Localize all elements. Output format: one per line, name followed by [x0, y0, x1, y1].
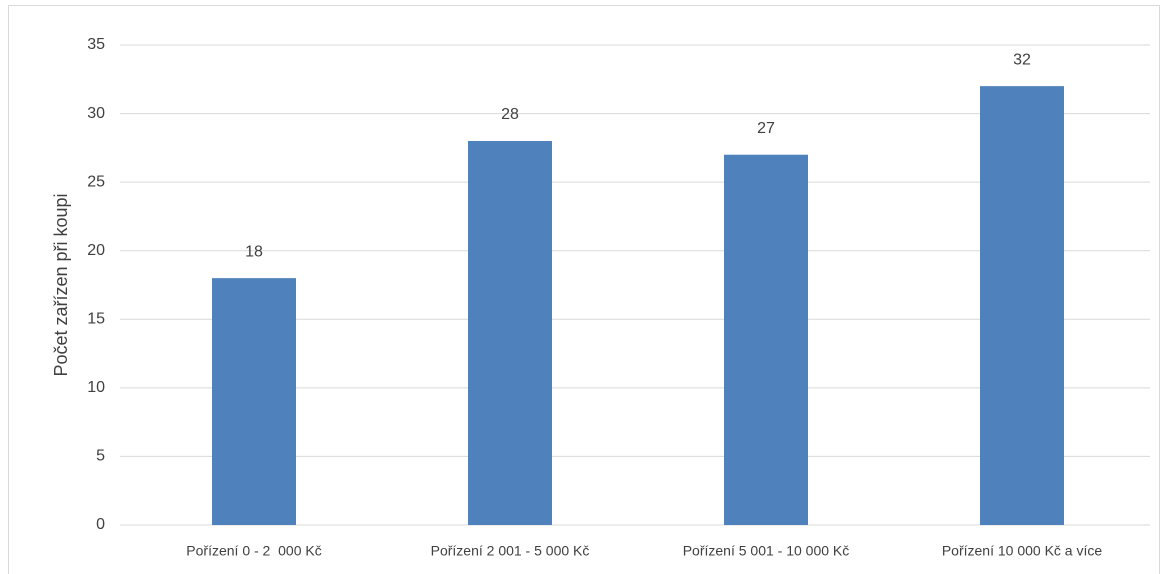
- bar: [980, 86, 1064, 526]
- bar: [212, 278, 296, 525]
- data-label: 28: [501, 106, 519, 123]
- chart-frame: [8, 5, 1160, 574]
- x-tick-label: Pořízení 10 000 Kč a více: [942, 543, 1103, 559]
- bar: [724, 154, 808, 525]
- y-tick-label: 10: [87, 379, 105, 396]
- bar: [468, 141, 552, 525]
- y-tick-label: 25: [87, 173, 105, 190]
- y-tick-label: 5: [96, 448, 105, 465]
- data-label: 18: [245, 243, 263, 260]
- y-tick-label: 15: [87, 311, 105, 328]
- y-axis-label: Počet zařízen při koupi: [51, 193, 71, 376]
- x-tick-label: Pořízení 2 001 - 5 000 Kč: [431, 543, 590, 559]
- data-label: 32: [1013, 51, 1031, 68]
- data-label: 27: [757, 120, 775, 137]
- y-tick-label: 0: [96, 516, 105, 533]
- x-tick-label: Pořízení 5 001 - 10 000 Kč: [683, 543, 850, 559]
- y-tick-label: 30: [87, 105, 105, 122]
- y-tick-label: 35: [87, 36, 105, 53]
- y-tick-label: 20: [87, 242, 105, 259]
- x-tick-label: Pořízení 0 - 2 000 Kč: [186, 543, 321, 559]
